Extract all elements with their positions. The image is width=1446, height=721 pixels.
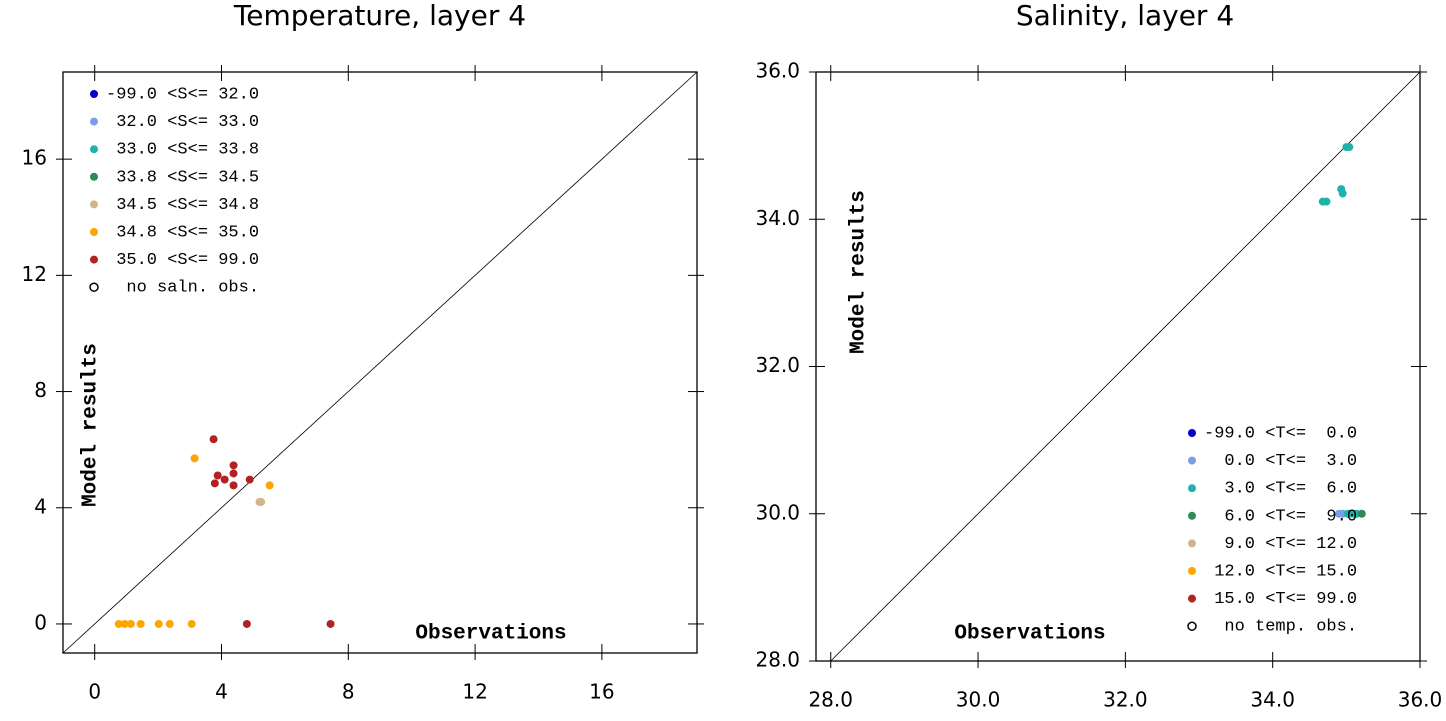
data-point bbox=[120, 619, 129, 628]
y-tick-label: 16 bbox=[22, 146, 47, 170]
legend-label: 9.0 <T<= 12.0 bbox=[1204, 535, 1357, 554]
data-point bbox=[229, 461, 238, 470]
legend-marker bbox=[90, 200, 98, 209]
data-point bbox=[1338, 189, 1347, 198]
legend-marker bbox=[90, 172, 98, 181]
y-axis-label: Model results bbox=[80, 343, 103, 507]
y-tick-label: 12 bbox=[22, 262, 47, 286]
legend-marker bbox=[1188, 539, 1196, 548]
legend-marker bbox=[90, 90, 98, 98]
x-tick-label: 16 bbox=[589, 680, 614, 704]
legend-marker bbox=[90, 228, 98, 236]
data-point bbox=[187, 619, 196, 628]
data-point bbox=[1322, 197, 1331, 206]
data-point bbox=[229, 469, 238, 478]
legend-label: 6.0 <T<= 9.0 bbox=[1204, 507, 1357, 526]
legend-label: 32.0 <S<= 33.0 bbox=[106, 113, 259, 132]
data-point bbox=[114, 619, 123, 628]
data-point bbox=[190, 454, 199, 463]
y-tick-label: 36.0 bbox=[755, 59, 800, 83]
x-tick-label: 8 bbox=[342, 680, 355, 704]
y-tick-label: 28.0 bbox=[755, 648, 800, 672]
y-tick-label: 30.0 bbox=[755, 500, 800, 524]
legend-marker bbox=[1188, 594, 1196, 603]
legend-label: 35.0 <S<= 99.0 bbox=[106, 251, 259, 270]
x-tick-label: 0 bbox=[88, 680, 101, 704]
plot-frame bbox=[62, 71, 698, 654]
data-point bbox=[242, 619, 251, 628]
y-tick-label: 0 bbox=[34, 610, 47, 634]
legend-label: 34.5 <S<= 34.8 bbox=[106, 196, 259, 215]
legend-marker bbox=[1188, 429, 1196, 437]
data-point bbox=[209, 435, 218, 444]
chart-title: Salinity, layer 4 bbox=[1016, 0, 1234, 32]
chart-title: Temperature, layer 4 bbox=[233, 0, 526, 32]
y-tick-label: 32.0 bbox=[755, 353, 800, 377]
data-point bbox=[213, 471, 222, 480]
data-point bbox=[326, 619, 335, 628]
legend-marker bbox=[90, 255, 98, 264]
data-point bbox=[245, 475, 254, 484]
y-tick-label: 34.0 bbox=[755, 206, 800, 230]
legend-marker bbox=[1188, 567, 1196, 575]
legend-label: 12.0 <T<= 15.0 bbox=[1204, 562, 1357, 581]
legend-marker bbox=[1188, 511, 1196, 520]
x-axis-label: Observations bbox=[415, 623, 566, 646]
x-axis-label: Observations bbox=[954, 623, 1105, 646]
legend-label: 33.8 <S<= 34.5 bbox=[106, 168, 259, 187]
legend-marker bbox=[90, 117, 98, 126]
y-tick-label: 4 bbox=[34, 494, 47, 518]
x-tick-label: 30.0 bbox=[956, 688, 1001, 712]
legend-label: 3.0 <T<= 6.0 bbox=[1204, 480, 1357, 499]
data-point bbox=[1345, 143, 1354, 152]
legend-label: 15.0 <T<= 99.0 bbox=[1204, 590, 1357, 609]
data-point bbox=[220, 475, 229, 484]
y-tick-label: 8 bbox=[34, 378, 47, 402]
x-tick-label: 34.0 bbox=[1250, 688, 1295, 712]
x-tick-label: 28.0 bbox=[808, 688, 853, 712]
data-point bbox=[265, 481, 274, 490]
y-axis-label: Model results bbox=[848, 190, 871, 354]
legend-label: -99.0 <T<= 0.0 bbox=[1204, 424, 1357, 443]
x-tick-label: 32.0 bbox=[1103, 688, 1148, 712]
data-point bbox=[126, 619, 135, 628]
data-point bbox=[136, 619, 145, 628]
data-point bbox=[257, 497, 266, 506]
legend-label: 33.0 <S<= 33.8 bbox=[106, 141, 259, 160]
legend-label: -99.0 <S<= 32.0 bbox=[106, 85, 259, 104]
data-point bbox=[154, 619, 163, 628]
legend-label: 34.8 <S<= 35.0 bbox=[106, 223, 259, 242]
data-point bbox=[210, 479, 219, 488]
data-point bbox=[1357, 509, 1366, 518]
x-tick-label: 12 bbox=[462, 680, 487, 704]
one-to-one-line bbox=[62, 71, 698, 654]
legend-label: no temp. obs. bbox=[1204, 618, 1357, 637]
x-tick-label: 36.0 bbox=[1398, 688, 1443, 712]
data-point bbox=[229, 481, 238, 490]
legend-marker bbox=[89, 282, 99, 292]
legend-marker bbox=[90, 145, 98, 154]
legend-marker bbox=[1188, 456, 1196, 465]
legend-marker bbox=[1187, 621, 1197, 631]
data-point bbox=[165, 619, 174, 628]
legend-marker bbox=[1188, 484, 1196, 493]
legend-label: no saln. obs. bbox=[106, 279, 259, 298]
legend-label: 0.0 <T<= 3.0 bbox=[1204, 452, 1357, 471]
x-tick-label: 4 bbox=[215, 680, 228, 704]
one-to-one-line bbox=[830, 71, 1421, 662]
